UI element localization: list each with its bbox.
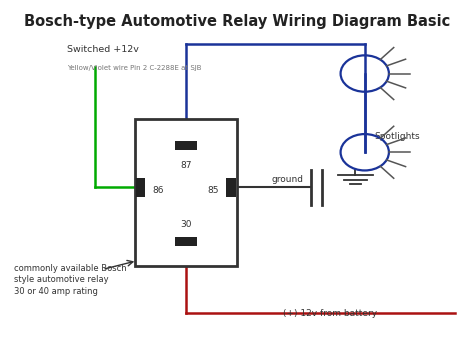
Text: 86: 86 <box>153 186 164 195</box>
Text: (+) 12v from battery: (+) 12v from battery <box>283 309 378 318</box>
Bar <box>136 178 146 197</box>
Text: 87: 87 <box>180 161 191 170</box>
Text: Bosch-type Automotive Relay Wiring Diagram Basic: Bosch-type Automotive Relay Wiring Diagr… <box>24 14 450 29</box>
Text: commonly available Bosch
style automotive relay
30 or 40 amp rating: commonly available Bosch style automotiv… <box>14 264 127 296</box>
Bar <box>175 141 197 150</box>
Text: Spotlights: Spotlights <box>374 132 419 141</box>
Bar <box>226 178 236 197</box>
Text: Switched +12v: Switched +12v <box>67 45 139 54</box>
Bar <box>175 237 197 246</box>
Text: 85: 85 <box>208 186 219 195</box>
Text: ground: ground <box>272 175 304 184</box>
Text: 30: 30 <box>180 220 191 229</box>
Bar <box>135 119 237 266</box>
Text: Yellow/Violet wire Pin 2 C-2288E at SJB: Yellow/Violet wire Pin 2 C-2288E at SJB <box>67 65 202 71</box>
